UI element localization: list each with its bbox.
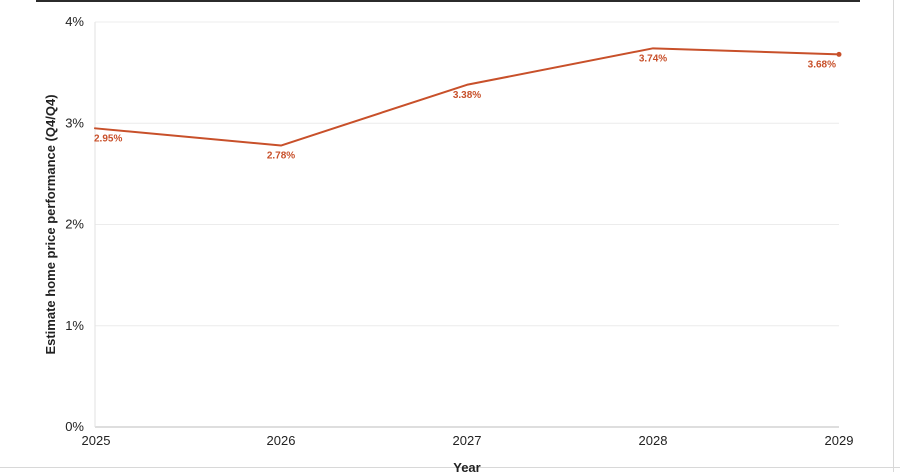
y-axis-ticks: 0% 1% 2% 3% 4%	[65, 14, 84, 434]
y-tick-label: 1%	[65, 318, 84, 333]
x-tick-label: 2027	[453, 433, 482, 448]
data-label: 2.78%	[267, 151, 295, 162]
series-group	[94, 47, 842, 147]
y-tick-label: 3%	[65, 115, 84, 130]
y-axis-title: Estimate home price performance (Q4/Q4)	[43, 94, 58, 354]
bottom-border	[0, 467, 900, 468]
x-tick-label: 2028	[639, 433, 668, 448]
series-line	[94, 47, 840, 147]
x-tick-label: 2025	[82, 433, 111, 448]
x-axis-title: Year	[453, 460, 480, 472]
right-border	[893, 0, 894, 472]
data-point	[836, 51, 842, 57]
x-axis-ticks: 2025 2026 2027 2028 2029	[82, 433, 854, 448]
top-border	[36, 0, 860, 2]
data-label: 3.68%	[808, 59, 836, 70]
data-label: 2.95%	[94, 133, 122, 144]
y-tick-label: 2%	[65, 217, 84, 232]
y-tick-label: 4%	[65, 14, 84, 29]
y-tick-label: 0%	[65, 419, 84, 434]
gridlines	[95, 21, 839, 327]
x-tick-label: 2029	[825, 433, 854, 448]
x-tick-label: 2026	[267, 433, 296, 448]
data-label: 3.38%	[453, 90, 481, 101]
data-labels: 2.95% 2.78% 3.38% 3.74% 3.68%	[94, 53, 836, 161]
data-label: 3.74%	[639, 53, 667, 64]
